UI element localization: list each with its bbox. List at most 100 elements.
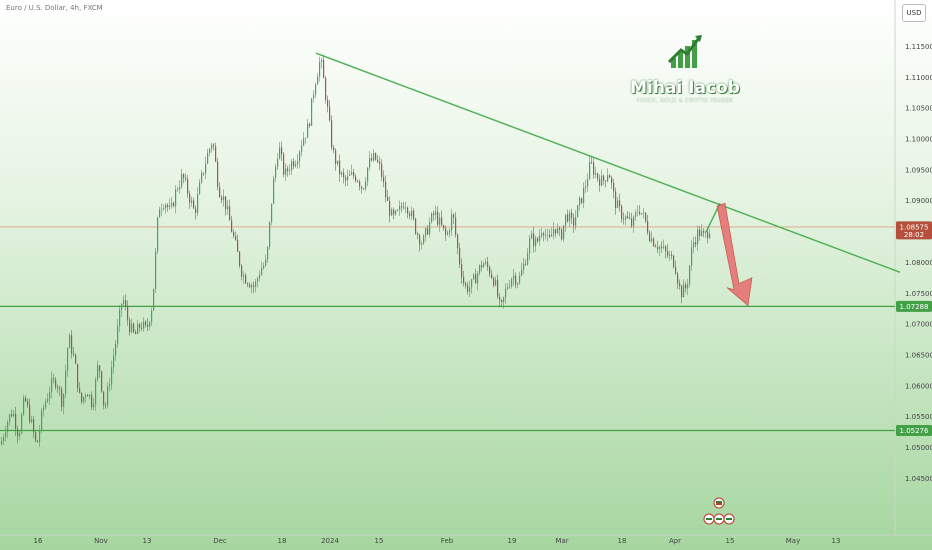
candle-body: [275, 166, 277, 179]
time-axis[interactable]: 16 Nov 13 Dec 18 2024 15 Feb 19 Mar 18 Apr 15 May 13: [34, 537, 841, 545]
candle-body: [415, 218, 417, 234]
candle-body: [115, 343, 117, 356]
candle-body: [599, 178, 601, 186]
candle-body: [679, 283, 681, 286]
candle-body: [267, 246, 269, 260]
candle-body: [69, 335, 71, 349]
candle-body: [699, 229, 701, 237]
candle-body: [487, 261, 489, 267]
event-flags-icon[interactable]: [703, 497, 735, 525]
candle-body: [663, 246, 665, 248]
candle-body: [689, 265, 691, 285]
candle-body: [121, 303, 123, 310]
candle-body: [149, 322, 151, 327]
candle-body: [455, 217, 457, 235]
candle-body: [651, 238, 653, 242]
candle-body: [687, 284, 689, 289]
candle-body: [463, 277, 465, 284]
candle-body: [147, 324, 149, 327]
time-tick-label: 13: [143, 537, 152, 545]
candle-body: [507, 287, 509, 289]
price-tick-label: 1.07000: [905, 321, 932, 329]
candle-body: [107, 386, 109, 406]
candle-body: [209, 148, 211, 153]
candle-body: [481, 265, 483, 268]
candle-body: [111, 367, 113, 385]
candle-body: [251, 285, 253, 288]
candle-body: [65, 371, 67, 394]
logo-name: Mihai Iacob: [630, 78, 740, 98]
candle-body: [153, 288, 155, 311]
candle-body: [19, 433, 21, 437]
candle-body: [467, 285, 469, 292]
candle-body: [101, 371, 103, 392]
time-tick-label: 13: [832, 537, 841, 545]
candle-body: [383, 176, 385, 182]
candle-body: [407, 207, 409, 214]
candle-body: [95, 379, 97, 404]
candle-body: [333, 147, 335, 151]
candle-body: [589, 162, 591, 180]
price-axis[interactable]: 1.11500 1.11000 1.10500 1.10000 1.09500 1.090…: [905, 43, 932, 483]
time-tick-label: 2024: [321, 537, 339, 545]
candle-body: [239, 251, 241, 266]
currency-button[interactable]: USD: [902, 4, 926, 22]
candle-body: [243, 275, 245, 277]
candle-body: [417, 233, 419, 236]
candle-body: [195, 208, 197, 213]
candle-body: [483, 263, 485, 268]
candle-body: [207, 152, 209, 164]
candle-body: [647, 221, 649, 233]
candle-body: [441, 217, 443, 226]
candle-body: [359, 181, 361, 187]
candle-body: [609, 175, 611, 178]
candle-body: [377, 159, 379, 162]
candle-body: [635, 212, 637, 217]
candle-body: [707, 232, 709, 239]
candle-body: [179, 186, 181, 190]
price-label-countdown: 28:02: [904, 231, 924, 239]
candle-body: [119, 309, 121, 326]
candle-body: [157, 217, 159, 252]
candle-body: [447, 232, 449, 235]
candle-body: [291, 161, 293, 171]
price-tick-label: 1.07500: [905, 290, 932, 298]
candle-body: [247, 283, 249, 285]
candle-body: [421, 243, 423, 245]
candle-body: [581, 197, 583, 203]
candle-body: [425, 228, 427, 236]
candle-body: [135, 332, 137, 335]
candle-body: [411, 210, 413, 217]
price-tick-label: 1.09000: [905, 197, 932, 205]
support-levels: [0, 226, 895, 432]
price-tick-label: 1.10500: [905, 105, 932, 113]
candle-body: [453, 214, 455, 218]
candle-body: [645, 212, 647, 222]
price-tick-label: 1.10000: [905, 135, 932, 143]
candle-body: [345, 177, 347, 181]
candle-body: [221, 197, 223, 201]
candle-body: [427, 228, 429, 235]
candle-body: [643, 212, 645, 214]
candle-body: [279, 147, 281, 159]
candle-body: [365, 181, 367, 189]
candle-body: [35, 432, 37, 441]
candle-body: [665, 246, 667, 252]
candle-body: [79, 388, 81, 393]
candle-body: [307, 123, 309, 138]
price-label-value: 1.05276: [900, 427, 929, 435]
candle-body: [89, 394, 91, 397]
candle-body: [565, 214, 567, 226]
candle-body: [477, 273, 479, 284]
candle-body: [349, 174, 351, 176]
candle-body: [533, 233, 535, 247]
candle-body: [199, 182, 201, 195]
candle-body: [381, 163, 383, 177]
candle-body: [517, 283, 519, 285]
candle-body: [167, 204, 169, 207]
candle-body: [11, 414, 13, 417]
candle-body: [379, 161, 381, 164]
candle-body: [321, 59, 323, 63]
candle-body: [397, 210, 399, 211]
